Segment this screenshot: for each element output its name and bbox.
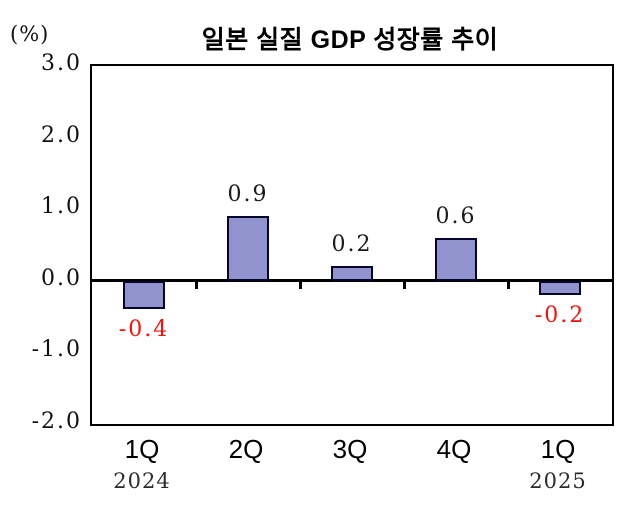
y-axis-tick-label: -1.0 — [31, 337, 82, 363]
bar — [123, 280, 165, 310]
plot-area: -0.4 0.9 0.2 0.6 -0.2 — [90, 64, 614, 426]
bar-value-label: 0.6 — [435, 203, 477, 229]
y-axis-unit-label: (%) — [10, 22, 50, 46]
y-axis-tick-labels: 3.0 2.0 1.0 0.0 -1.0 -2.0 — [0, 51, 82, 434]
bar-value-label: -0.2 — [534, 303, 586, 329]
y-axis-tick-label: -2.0 — [31, 409, 82, 434]
x-axis-category-label: 1Q — [124, 434, 160, 464]
y-axis-tick-label: 3.0 — [41, 51, 82, 76]
x-axis-category-label: 4Q — [436, 434, 472, 464]
bar — [435, 237, 477, 281]
x-axis-year-label: 2025 — [529, 469, 587, 493]
x-axis-tick — [194, 278, 198, 289]
bar-value-label: 0.9 — [227, 182, 269, 208]
x-axis-category-label: 3Q — [332, 434, 368, 464]
x-axis-year-label: 2024 — [113, 469, 171, 493]
bar-value-label: -0.4 — [118, 317, 170, 343]
x-axis-tick — [506, 278, 510, 289]
y-axis-tick-label: 0.0 — [41, 265, 82, 291]
x-axis-category-label: 2Q — [228, 434, 264, 464]
y-axis-tick-label: 2.0 — [41, 122, 82, 148]
bar-value-label: 0.2 — [331, 232, 373, 258]
x-axis-year-labels: 2024 2025 — [90, 468, 610, 498]
bar — [227, 216, 269, 281]
zero-axis-line — [92, 279, 612, 283]
x-axis-tick — [298, 278, 302, 289]
bar — [331, 266, 373, 281]
x-axis-category-labels: 1Q 2Q 3Q 4Q 1Q — [90, 434, 610, 466]
chart-title: 일본 실질 GDP 성장률 추이 — [201, 26, 499, 54]
x-axis-tick — [402, 278, 406, 289]
bar — [539, 280, 581, 296]
x-axis-category-label: 1Q — [540, 434, 576, 464]
y-axis-tick-label: 1.0 — [41, 194, 82, 220]
